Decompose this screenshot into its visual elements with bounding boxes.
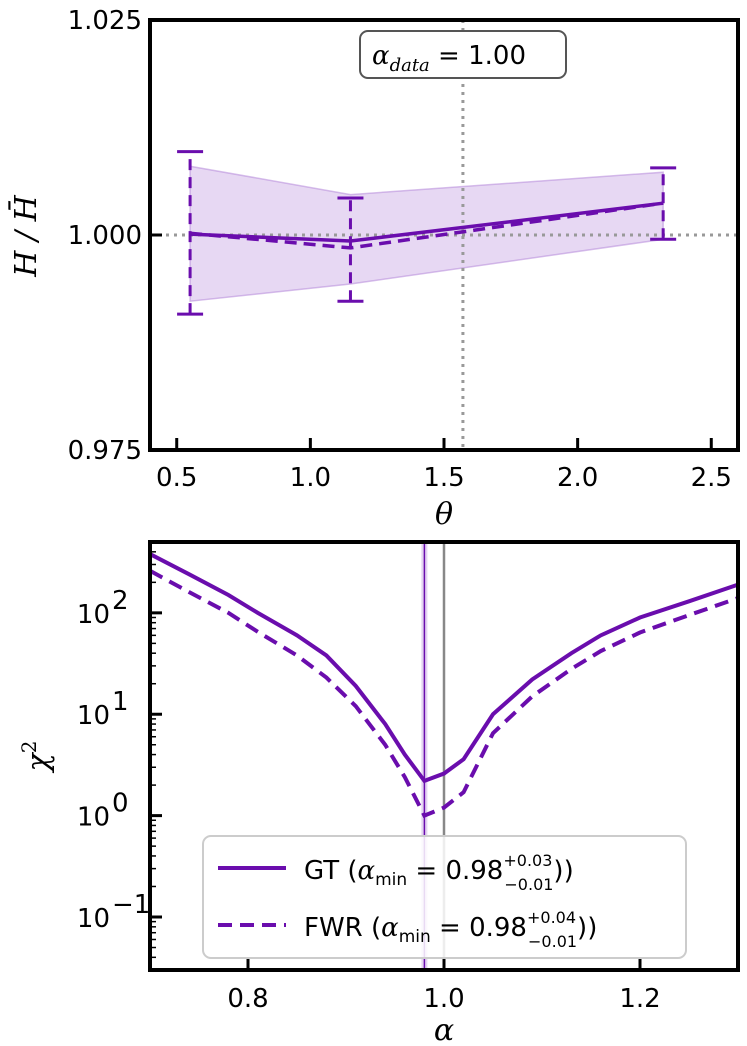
x-tick-label: 1.2 [619,984,660,1014]
bottom-x-axis-label: α [434,1013,454,1046]
x-tick-label: 1.5 [423,463,464,493]
y-tick-exponent: 2 [112,586,129,616]
bottom-y-axis-label: χ2 [17,741,56,774]
top-panel: 0.5 1.0 1.5 2.0 2.5 0.975 1.000 1.025 αdata = … [8,6,740,532]
x-tick-label: 2.5 [691,463,732,493]
annotation-text: αdata = 1.00 [372,41,526,76]
legend-gt-value: = 0.98 [407,856,503,886]
legend-fwr-sub: min [399,927,431,947]
top-x-axis-label: θ [435,497,453,532]
legend-gt-prefix: GT ( [304,856,358,886]
y-tick-label: 0.975 [68,436,142,466]
y-tick-label: 10 [77,600,110,630]
annotation-alpha: α [372,41,390,71]
y-tick-label: 10 [77,803,110,833]
x-tick-label: 1.0 [423,984,464,1014]
bottom-y-axis-label-base: χ [21,751,56,773]
y-tick-exponent: −1 [112,890,150,920]
y-tick-label: 1.025 [68,6,142,36]
y-tick-label: 1.000 [68,221,142,251]
y-tick-exponent: 1 [112,687,129,717]
x-tick-label: 0.5 [156,463,197,493]
legend-fwr-upper-err: +0.04 [527,908,576,927]
top-x-ticks: 0.5 1.0 1.5 2.0 2.5 [156,438,732,493]
bottom-y-axis-label-sup: 2 [17,741,41,754]
legend: GT (αmin = 0.98+0.03 −0.01)) FWR (αmin = … [202,835,687,959]
x-tick-label: 1.0 [290,463,331,493]
annotation-value: = 1.00 [430,41,526,71]
bottom-x-ticks: 0.8 1.0 1.2 [227,958,661,1014]
y-tick-label: 10 [77,904,110,934]
legend-fwr-prefix: FWR ( [304,913,381,943]
legend-gt-upper-err: +0.03 [503,851,552,870]
legend-gt-suffix: )) [553,856,573,886]
legend-box [202,835,687,959]
legend-fwr-suffix: )) [577,913,597,943]
x-tick-label: 2.0 [557,463,598,493]
legend-gt-lower-err: −0.01 [504,875,553,894]
legend-entry-fwr: FWR (αmin = 0.98+0.04 −0.01)) [304,908,597,951]
errorbar-group [177,150,677,316]
legend-gt-alpha: α [358,856,376,886]
annotation-subscript: data [390,55,430,76]
annotation-box [359,30,567,79]
legend-fwr-lower-err: −0.01 [528,932,577,951]
alpha-data-annotation: αdata = 1.00 [359,30,567,79]
legend-gt-sub: min [375,870,407,890]
y-tick-exponent: 0 [112,789,129,819]
x-tick-label: 0.8 [227,984,268,1014]
legend-fwr-value: = 0.98 [431,913,527,943]
y-tick-label: 10 [77,701,110,731]
legend-entry-gt: GT (αmin = 0.98+0.03 −0.01)) [304,851,574,894]
top-y-axis-label: H / H̄ [8,194,44,277]
legend-fwr-alpha: α [381,913,399,943]
top-y-ticks: 0.975 1.000 1.025 [68,6,162,466]
